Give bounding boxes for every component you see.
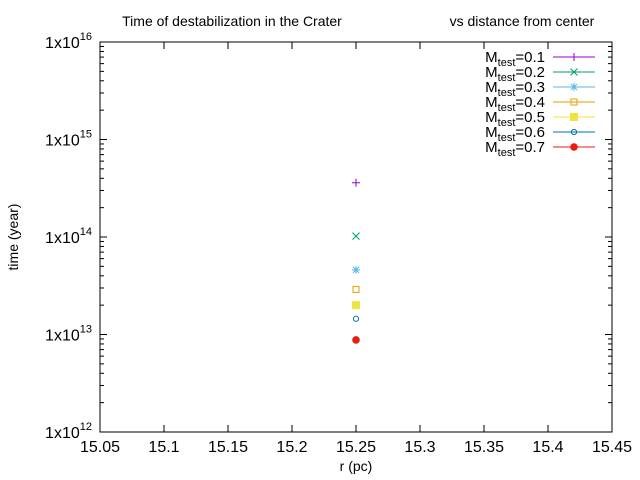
data-point-2: [352, 232, 360, 241]
x-tick-label: 15.1: [148, 439, 179, 456]
y-axis-label: time (year): [5, 204, 21, 271]
legend-marker: [570, 83, 578, 91]
y-tick-label: 1x1015: [45, 129, 92, 150]
data-point-6: [352, 315, 360, 322]
legend-marker: [570, 68, 578, 76]
data-point-3: [352, 265, 360, 274]
x-tick-label: 15.4: [532, 439, 563, 456]
legend-label: Mtest=0.2: [485, 64, 545, 84]
data-point-5: [352, 301, 360, 310]
legend-label: Mtest=0.1: [485, 49, 545, 69]
x-axis-ticks: 15.05 15.1 15.15 15.2 15.25 15.3 15.35 15.4 15.4…: [80, 42, 632, 456]
y-tick-label: 1x1012: [45, 421, 92, 442]
legend-marker: [570, 113, 578, 121]
chart-title-right: vs distance from center: [450, 13, 595, 29]
legend-marker: [570, 98, 578, 106]
x-axis-label: r (pc): [340, 458, 373, 474]
legend-label: Mtest=0.5: [485, 109, 545, 129]
x-tick-label: 15.25: [336, 439, 376, 456]
x-tick-label: 15.15: [208, 439, 248, 456]
chart-title-left: Time of destabilization in the Crater: [122, 13, 342, 29]
y-tick-label: 1x1014: [45, 226, 92, 247]
y-axis-ticks: 1x1012 1x1013 1x1014 1x1015 1x1016: [45, 31, 612, 442]
data-points: [352, 178, 360, 344]
legend: Mtest=0.1Mtest=0.2Mtest=0.3Mtest=0.4Mtes…: [485, 49, 595, 159]
legend-label: Mtest=0.4: [485, 94, 545, 114]
legend-label: Mtest=0.6: [485, 124, 545, 144]
x-tick-label: 15.45: [592, 439, 632, 456]
x-tick-label: 15.2: [276, 439, 307, 456]
legend-marker: [570, 143, 578, 151]
y-tick-label: 1x1016: [45, 31, 92, 52]
data-point-1: [352, 178, 360, 187]
legend-label: Mtest=0.3: [485, 79, 545, 99]
x-tick-label: 15.05: [80, 439, 120, 456]
x-tick-label: 15.35: [464, 439, 504, 456]
legend-marker: [570, 53, 578, 61]
legend-marker: [570, 128, 578, 136]
x-tick-label: 15.3: [404, 439, 435, 456]
data-point-4: [352, 285, 360, 293]
data-point-7: [352, 336, 360, 344]
legend-label: Mtest=0.7: [485, 139, 545, 159]
y-tick-label: 1x1013: [45, 324, 92, 345]
